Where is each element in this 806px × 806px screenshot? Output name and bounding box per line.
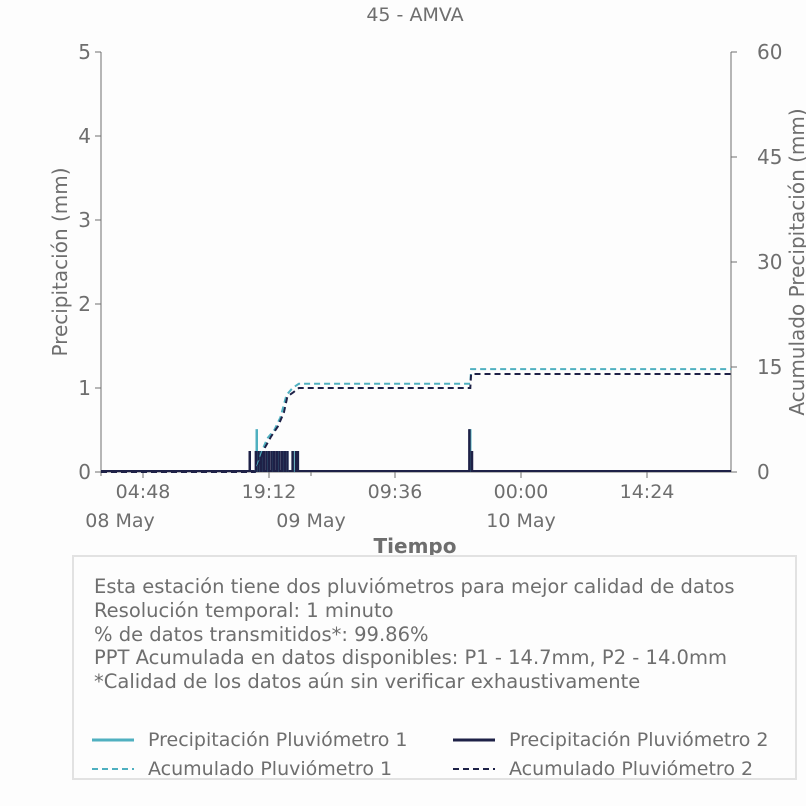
x-tick-label: 19:12 xyxy=(242,481,297,503)
y-tick-label: 3 xyxy=(78,208,91,232)
legend-item-acum-2: Acumulado Pluviómetro 2 xyxy=(453,758,753,780)
legend-item-precip-2: Precipitación Pluviómetro 2 xyxy=(453,729,769,751)
info-box: Esta estación tiene dos pluviómetros par… xyxy=(72,555,797,780)
legend-swatch xyxy=(92,738,134,742)
info-text: Esta estación tiene dos pluviómetros par… xyxy=(94,575,735,694)
y2-tick-label: 45 xyxy=(757,145,782,169)
y-axis-label: Precipitación (mm) xyxy=(48,167,72,356)
legend-swatch xyxy=(453,738,495,742)
x-tick-label: 09:36 xyxy=(368,481,423,503)
info-line: Resolución temporal: 1 minuto xyxy=(94,598,394,622)
accum-line xyxy=(101,373,731,473)
x-tick-label: 00:00 xyxy=(494,481,549,503)
info-line: Esta estación tiene dos pluviómetros par… xyxy=(94,575,735,598)
x-axis-label: Tiempo xyxy=(374,534,457,558)
legend-label: Acumulado Pluviómetro 1 xyxy=(148,758,393,780)
x-tick-label: 14:24 xyxy=(620,481,675,503)
legend-label: Precipitación Pluviómetro 2 xyxy=(509,729,769,751)
y-tick-label: 0 xyxy=(78,460,91,484)
legend-label: Precipitación Pluviómetro 1 xyxy=(148,729,408,751)
legend-label: Acumulado Pluviómetro 2 xyxy=(509,758,754,780)
accum-line xyxy=(101,368,731,473)
x-date-label: 08 May xyxy=(85,510,155,532)
legend-swatch xyxy=(92,768,134,770)
y2-tick-label: 0 xyxy=(757,460,770,484)
y2-tick-label: 60 xyxy=(757,40,782,64)
y2-tick-label: 15 xyxy=(757,355,782,379)
y2-axis-label: Acumulado Precipitación (mm) xyxy=(785,108,806,415)
info-line: PPT Acumulada en datos disponibles: P1 -… xyxy=(94,646,727,670)
chart-title: 45 - AMVA xyxy=(366,4,463,26)
legend-item-acum-1: Acumulado Pluviómetro 1 xyxy=(92,758,392,780)
x-tick-label: 04:48 xyxy=(116,481,171,503)
y-tick-label: 4 xyxy=(78,124,91,148)
y2-tick-label: 30 xyxy=(757,250,782,274)
y-tick-label: 5 xyxy=(78,40,91,64)
y-tick-label: 1 xyxy=(78,376,91,400)
x-date-label: 10 May xyxy=(486,510,556,532)
info-line: *Calidad de los datos aún sin verificar … xyxy=(94,670,641,694)
legend-item-precip-1: Precipitación Pluviómetro 1 xyxy=(92,729,408,751)
info-line: % de datos transmitidos*: 99.86% xyxy=(94,622,429,646)
x-date-label: 09 May xyxy=(276,510,346,532)
y-tick-label: 2 xyxy=(78,292,91,316)
legend-swatch xyxy=(453,768,495,770)
